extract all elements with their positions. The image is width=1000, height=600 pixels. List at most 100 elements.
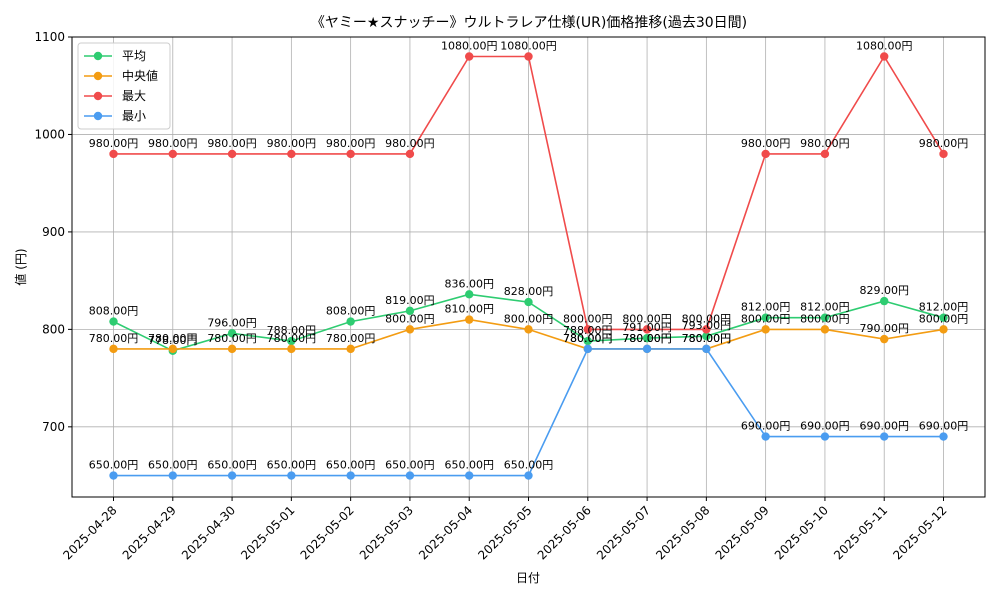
point-min <box>227 471 237 480</box>
point-median <box>820 325 830 334</box>
y-tick-label: 800 <box>42 322 65 336</box>
data-label-min: 690.00円 <box>919 420 969 433</box>
data-label-max: 980.00円 <box>267 137 317 150</box>
point-max <box>880 52 889 61</box>
x-tick-label: 2025-05-02 <box>298 503 357 562</box>
data-label-average: 808.00円 <box>89 305 139 318</box>
data-label-median: 780.00円 <box>267 332 317 345</box>
point-max <box>820 149 830 159</box>
legend-marker-max <box>93 91 103 101</box>
x-tick-label: 2025-05-12 <box>890 503 949 562</box>
point-average <box>642 333 652 343</box>
data-label-average: 819.00円 <box>385 294 435 307</box>
legend-label-average: 平均 <box>122 49 146 63</box>
data-label-min: 650.00円 <box>89 459 139 472</box>
point-max <box>761 149 770 159</box>
y-axis-label: 値 (円) <box>13 248 28 285</box>
point-max <box>642 325 652 334</box>
x-axis-label: 日付 <box>516 571 540 585</box>
data-label-min: 690.00円 <box>859 420 909 433</box>
x-tick-label: 2025-04-29 <box>120 503 179 562</box>
chart-title: 《ヤミー★スナッチー》ウルトラレア仕様(UR)価格推移(過去30日間) <box>311 15 747 31</box>
point-min <box>346 471 355 480</box>
point-average <box>405 306 415 316</box>
data-label-max: 800.00円 <box>682 312 732 325</box>
x-tick-label: 2025-05-07 <box>594 503 653 562</box>
y-tick-label: 900 <box>42 225 65 239</box>
legend-label-min: 最小 <box>122 109 146 123</box>
point-min <box>465 471 474 480</box>
point-min <box>405 471 415 480</box>
point-average <box>346 317 355 326</box>
legend-box <box>77 42 171 130</box>
legend-label-median: 中央値 <box>122 68 158 83</box>
data-label-max: 980.00円 <box>741 137 791 150</box>
point-median <box>168 344 177 354</box>
point-average <box>583 336 592 346</box>
data-label-average: 829.00円 <box>859 284 909 297</box>
point-average <box>524 297 533 307</box>
data-label-median: 780.00円 <box>207 332 257 345</box>
data-label-average: 812.00円 <box>741 301 791 314</box>
point-median <box>109 344 118 354</box>
data-label-average: 828.00円 <box>504 285 554 298</box>
point-average <box>761 313 770 322</box>
data-label-min: 650.00円 <box>444 459 494 472</box>
point-min <box>820 432 830 441</box>
data-label-max: 980.00円 <box>326 137 376 150</box>
point-average <box>287 336 296 346</box>
point-average <box>109 317 118 326</box>
point-max <box>287 149 296 159</box>
data-label-median: 800.00円 <box>919 312 969 325</box>
data-label-min: 780.00円 <box>682 332 732 345</box>
data-label-average: 836.00円 <box>444 277 494 290</box>
data-label-min: 650.00円 <box>504 459 554 472</box>
data-label-median: 780.00円 <box>148 332 198 345</box>
data-label-max: 800.00円 <box>622 312 672 325</box>
data-label-average: 812.00円 <box>919 301 969 314</box>
data-label-max: 980.00円 <box>89 137 139 150</box>
point-median <box>227 344 237 354</box>
data-label-average: 808.00円 <box>326 305 376 318</box>
data-label-median: 800.00円 <box>385 312 435 325</box>
data-label-max: 1080.00円 <box>500 39 557 52</box>
point-max <box>939 149 948 159</box>
point-min <box>939 432 948 441</box>
data-label-average: 788.00円 <box>267 324 317 337</box>
legend-label-max: 最大 <box>122 89 146 103</box>
point-min <box>642 344 652 354</box>
data-label-median: 780.00円 <box>326 332 376 345</box>
x-axis-ticks: 2025-04-28 2025-04-29 2025-04-30 2025-05-01… <box>60 497 950 562</box>
data-label-min: 650.00円 <box>148 459 198 472</box>
point-min <box>880 432 889 441</box>
point-median <box>465 315 474 324</box>
point-max <box>227 149 237 159</box>
x-tick-label: 2025-05-01 <box>238 503 297 562</box>
x-tick-label: 2025-05-11 <box>831 503 890 562</box>
point-min <box>109 471 118 480</box>
point-median <box>346 344 355 354</box>
point-median <box>880 334 889 344</box>
x-tick-label: 2025-05-06 <box>535 503 594 562</box>
point-median <box>524 325 533 334</box>
data-label-min: 780.00円 <box>622 332 672 345</box>
point-average <box>939 313 948 322</box>
point-average <box>465 290 474 299</box>
data-label-median: 810.00円 <box>444 303 494 316</box>
point-average <box>820 313 830 322</box>
legend-marker-min <box>93 111 103 121</box>
point-median <box>287 344 296 354</box>
data-label-median: 790.00円 <box>859 322 909 335</box>
x-tick-label: 2025-04-28 <box>60 503 119 562</box>
data-label-median: 780.00円 <box>563 332 613 345</box>
data-label-max: 1080.00円 <box>856 39 913 52</box>
y-tick-label: 700 <box>42 420 65 434</box>
legend-marker-average <box>93 51 103 61</box>
legend-marker-median <box>93 71 103 81</box>
series-layer <box>109 52 948 480</box>
x-tick-label: 2025-05-08 <box>653 503 712 562</box>
point-max <box>524 52 533 61</box>
x-tick-label: 2025-05-04 <box>416 503 475 562</box>
